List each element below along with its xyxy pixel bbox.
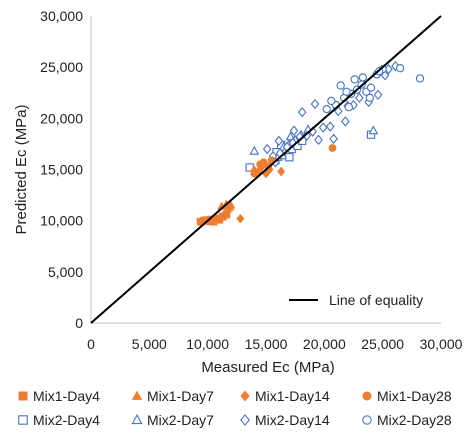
data-point bbox=[297, 107, 307, 118]
legend-marker bbox=[240, 414, 250, 426]
legend-item: Mix1-Day14 bbox=[240, 388, 330, 404]
data-point bbox=[327, 96, 336, 106]
legend-item: Mix1-Day28 bbox=[362, 388, 452, 404]
data-point bbox=[250, 169, 259, 178]
data-point bbox=[373, 89, 383, 100]
legend-label: Mix2-Day28 bbox=[377, 412, 452, 428]
legend-marker bbox=[362, 391, 372, 401]
legend-item: Mix1-Day7 bbox=[131, 388, 214, 404]
data-point bbox=[285, 153, 294, 162]
legend-marker bbox=[240, 390, 250, 402]
legend-label: Mix2-Day7 bbox=[147, 412, 214, 428]
legend-label: Mix1-Day14 bbox=[255, 388, 330, 404]
data-point bbox=[365, 93, 374, 103]
data-point bbox=[226, 200, 236, 209]
y-tick-label: 15,000 bbox=[40, 162, 83, 178]
data-point bbox=[310, 98, 320, 110]
series-mix1-day4 bbox=[196, 210, 231, 226]
y-tick-label: 25,000 bbox=[40, 59, 83, 75]
legend-label: Mix2-Day4 bbox=[33, 412, 100, 428]
data-point bbox=[366, 83, 376, 92]
data-point bbox=[202, 216, 211, 225]
y-tick-label: 10,000 bbox=[40, 213, 83, 229]
data-point bbox=[334, 105, 343, 117]
legend-marker bbox=[18, 391, 28, 401]
legend-item: Mix2-Day28 bbox=[362, 412, 452, 428]
data-point bbox=[262, 143, 272, 155]
equality-line bbox=[90, 15, 442, 324]
data-point bbox=[318, 122, 328, 133]
legend-label: Mix1-Day4 bbox=[33, 388, 100, 404]
legend-label: Mix2-Day14 bbox=[255, 412, 330, 428]
x-tick-label: 25,000 bbox=[361, 336, 404, 352]
x-tick-label: 30,000 bbox=[420, 336, 463, 352]
y-tick-label: 20,000 bbox=[40, 110, 83, 126]
data-point bbox=[285, 131, 296, 141]
data-point bbox=[249, 145, 260, 155]
legend-label: Mix1-Day28 bbox=[377, 388, 452, 404]
x-tick-label: 20,000 bbox=[303, 336, 346, 352]
data-point bbox=[328, 144, 337, 152]
series-legend: Mix1-Day4 Mix1-Day7 Mix1-Day14 Mix1-Day28 Mi… bbox=[18, 388, 452, 428]
y-axis-title: Predicted Ec (MPa) bbox=[13, 104, 30, 234]
data-point bbox=[325, 121, 335, 132]
data-point bbox=[322, 104, 331, 114]
data-point bbox=[344, 102, 353, 112]
data-point bbox=[336, 81, 345, 90]
data-point bbox=[329, 133, 338, 144]
data-point bbox=[368, 125, 379, 135]
y-tick-label: 0 bbox=[75, 315, 83, 331]
y-tick-label: 5,000 bbox=[48, 264, 83, 280]
axes: 0 5,000 10,000 15,000 20,000 25,000 30,000 0 5,0… bbox=[40, 8, 462, 352]
data-point bbox=[302, 130, 312, 141]
series-mix1-day7 bbox=[217, 199, 236, 213]
data-point bbox=[396, 64, 405, 73]
x-axis-title: Measured Ec (MPa) bbox=[201, 359, 334, 376]
equality-line-layer bbox=[90, 15, 442, 324]
data-points bbox=[196, 60, 425, 226]
data-point bbox=[314, 134, 323, 146]
legend-marker bbox=[362, 415, 372, 425]
data-point bbox=[274, 135, 284, 147]
legend-item: Mix2-Day14 bbox=[240, 412, 330, 428]
y-tick-label: 30,000 bbox=[40, 8, 83, 24]
data-point bbox=[223, 204, 232, 213]
data-point bbox=[415, 74, 425, 83]
data-point bbox=[289, 125, 299, 136]
line-legend-label: Line of equality bbox=[329, 292, 423, 308]
legend-item: Mix2-Day4 bbox=[18, 412, 100, 428]
data-point bbox=[277, 166, 286, 177]
data-point bbox=[350, 75, 359, 84]
series-mix1-day14 bbox=[236, 162, 286, 224]
series-mix2-day28 bbox=[322, 64, 425, 114]
x-tick-label: 5,000 bbox=[132, 336, 167, 352]
legend-marker bbox=[131, 390, 143, 400]
line-legend: Line of equality bbox=[289, 292, 423, 308]
legend-label: Mix1-Day7 bbox=[147, 388, 214, 404]
x-tick-label: 15,000 bbox=[245, 336, 288, 352]
data-point bbox=[358, 73, 367, 82]
data-point bbox=[341, 116, 350, 127]
legend-marker bbox=[131, 414, 143, 425]
legend-item: Mix1-Day4 bbox=[18, 388, 100, 404]
data-point bbox=[355, 92, 364, 104]
legend-marker bbox=[18, 415, 28, 425]
x-tick-label: 10,000 bbox=[186, 336, 229, 352]
data-point bbox=[236, 213, 245, 224]
data-point bbox=[342, 87, 351, 96]
legend-item: Mix2-Day7 bbox=[131, 412, 214, 428]
x-tick-label: 0 bbox=[87, 336, 95, 352]
